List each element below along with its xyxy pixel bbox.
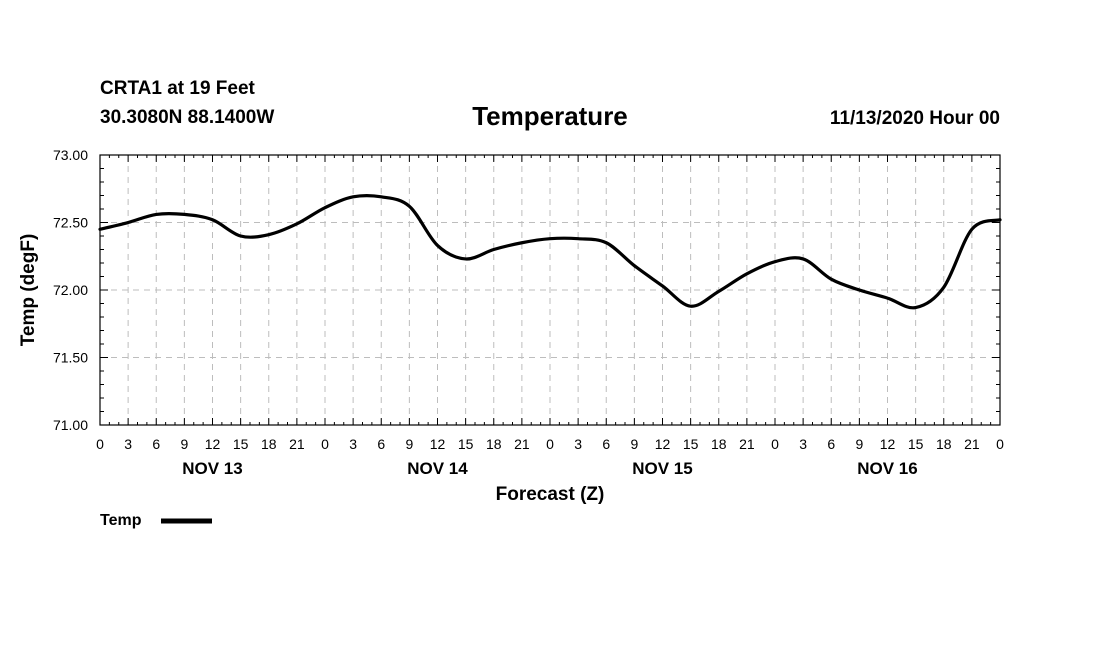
x-tick-label: 15 [683, 436, 699, 452]
x-tick-label: 18 [711, 436, 727, 452]
chart-title: Temperature [472, 101, 628, 131]
x-tick-label: 21 [739, 436, 755, 452]
x-tick-label: 12 [655, 436, 671, 452]
x-tick-label: 0 [996, 436, 1004, 452]
x-tick-label: 3 [574, 436, 582, 452]
x-tick-label: 0 [321, 436, 329, 452]
station-label: CRTA1 at 19 Feet [100, 78, 256, 99]
legend-label-temp: Temp [100, 512, 142, 529]
x-axis-label: Forecast (Z) [496, 484, 605, 505]
x-tick-label: 6 [152, 436, 160, 452]
day-label: NOV 13 [182, 459, 242, 478]
y-tick-label: 71.50 [53, 350, 88, 366]
x-tick-label: 9 [405, 436, 413, 452]
y-tick-label: 73.00 [53, 147, 88, 163]
tick-labels: 0 3 6 9 12 15 18 21 0 3 6 9 12 15 18 21 0 3 6 9 12 15 18 21 0 3 6 9… [53, 147, 1004, 478]
x-tick-label: 0 [771, 436, 779, 452]
x-tick-label: 21 [964, 436, 980, 452]
x-tick-label: 0 [96, 436, 104, 452]
x-tick-label: 3 [124, 436, 132, 452]
x-tick-label: 9 [855, 436, 863, 452]
y-tick-label: 72.00 [53, 282, 88, 298]
x-tick-label: 3 [799, 436, 807, 452]
x-tick-label: 6 [827, 436, 835, 452]
x-tick-label: 15 [908, 436, 924, 452]
x-tick-label: 9 [180, 436, 188, 452]
x-tick-label: 12 [880, 436, 896, 452]
x-tick-label: 6 [377, 436, 385, 452]
x-tick-label: 6 [602, 436, 610, 452]
x-tick-label: 3 [349, 436, 357, 452]
y-axis-label: Temp (degF) [18, 234, 39, 347]
day-label: NOV 14 [407, 459, 468, 478]
y-tick-label: 71.00 [53, 417, 88, 433]
x-tick-label: 15 [458, 436, 474, 452]
location-label: 30.3080N 88.1400W [100, 107, 274, 128]
day-label: NOV 16 [857, 459, 917, 478]
x-tick-label: 21 [289, 436, 305, 452]
x-tick-label: 18 [936, 436, 952, 452]
x-tick-label: 12 [205, 436, 221, 452]
x-tick-label: 21 [514, 436, 530, 452]
x-tick-label: 18 [486, 436, 502, 452]
temp-series-line [98, 193, 1002, 310]
x-tick-label: 12 [430, 436, 446, 452]
y-tick-label: 72.50 [53, 215, 88, 231]
x-tick-label: 15 [233, 436, 249, 452]
x-tick-label: 18 [261, 436, 277, 452]
axis-ticks [99, 154, 1001, 426]
issued-time-label: 11/13/2020 Hour 00 [830, 108, 1000, 129]
x-tick-label: 9 [630, 436, 638, 452]
day-label: NOV 15 [632, 459, 692, 478]
x-tick-label: 0 [546, 436, 554, 452]
grid [100, 155, 1000, 425]
